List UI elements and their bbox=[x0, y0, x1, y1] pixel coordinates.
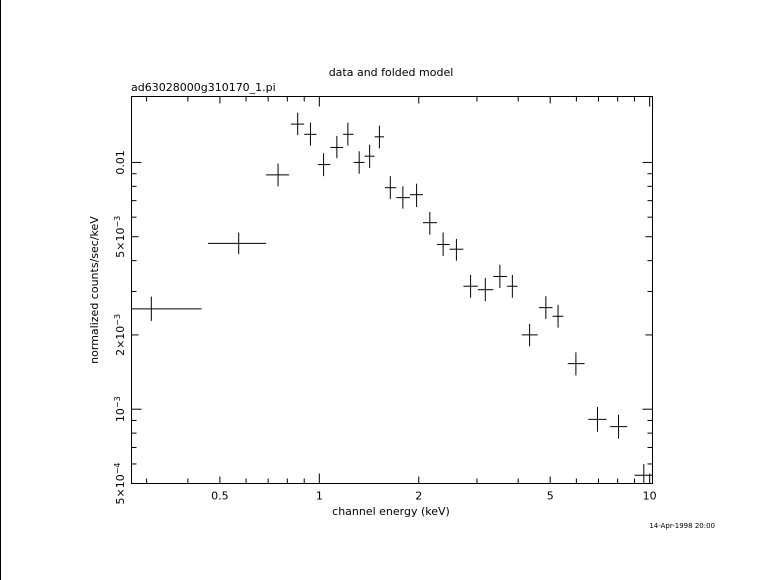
y-tick-label: 0.01 bbox=[114, 150, 127, 175]
y-axis-tick-labels: 5×10−4 10−3 2×10−3 5×10−3 0.01 bbox=[113, 150, 127, 504]
data-point bbox=[384, 176, 397, 200]
x-axis-tick-labels: 0.5 1 2 5 10 bbox=[211, 490, 657, 503]
y-tick-label: 5×10−3 bbox=[113, 216, 127, 258]
data-point bbox=[493, 264, 508, 288]
data-point bbox=[634, 463, 653, 484]
data-point bbox=[521, 323, 538, 347]
data-point bbox=[477, 278, 494, 302]
data-point bbox=[207, 232, 267, 255]
data-point bbox=[610, 414, 628, 439]
x-axis-ticks bbox=[146, 96, 651, 484]
data-point bbox=[364, 144, 375, 168]
y-tick-label: 5×10−4 bbox=[113, 462, 127, 504]
y-axis-ticks bbox=[131, 161, 653, 484]
data-point bbox=[552, 304, 564, 328]
plot-frame bbox=[131, 96, 653, 484]
x-tick-label: 1 bbox=[316, 490, 323, 503]
data-point bbox=[374, 125, 385, 149]
data-point bbox=[304, 122, 317, 146]
data-points bbox=[131, 112, 653, 484]
data-point bbox=[588, 407, 607, 432]
data-point bbox=[409, 183, 424, 207]
y-axis-label: normalized counts/sec/keV bbox=[88, 216, 101, 364]
data-point bbox=[538, 296, 553, 320]
data-point bbox=[567, 352, 585, 376]
chart-subtitle: ad63028000g310170_1.pi bbox=[131, 81, 276, 94]
y-tick-label: 2×10−3 bbox=[113, 314, 127, 356]
timestamp: 14-Apr-1998 20:00 bbox=[649, 522, 715, 530]
x-tick-label: 0.5 bbox=[211, 490, 229, 503]
data-point bbox=[266, 163, 290, 187]
data-point bbox=[131, 296, 202, 321]
data-point bbox=[317, 153, 331, 177]
data-point bbox=[290, 112, 305, 136]
data-point bbox=[423, 211, 437, 235]
x-axis-label: channel energy (keV) bbox=[332, 505, 450, 518]
data-point bbox=[353, 151, 365, 174]
x-tick-label: 10 bbox=[643, 490, 657, 503]
data-point bbox=[507, 274, 518, 298]
data-point bbox=[463, 274, 478, 298]
chart-title: data and folded model bbox=[329, 66, 454, 79]
x-tick-label: 5 bbox=[547, 490, 554, 503]
data-point bbox=[396, 186, 410, 209]
data-point bbox=[449, 238, 464, 261]
x-tick-label: 2 bbox=[415, 490, 422, 503]
data-point bbox=[343, 122, 354, 146]
y-tick-label: 10−3 bbox=[113, 396, 127, 422]
data-point bbox=[330, 135, 344, 159]
data-point bbox=[436, 232, 450, 256]
